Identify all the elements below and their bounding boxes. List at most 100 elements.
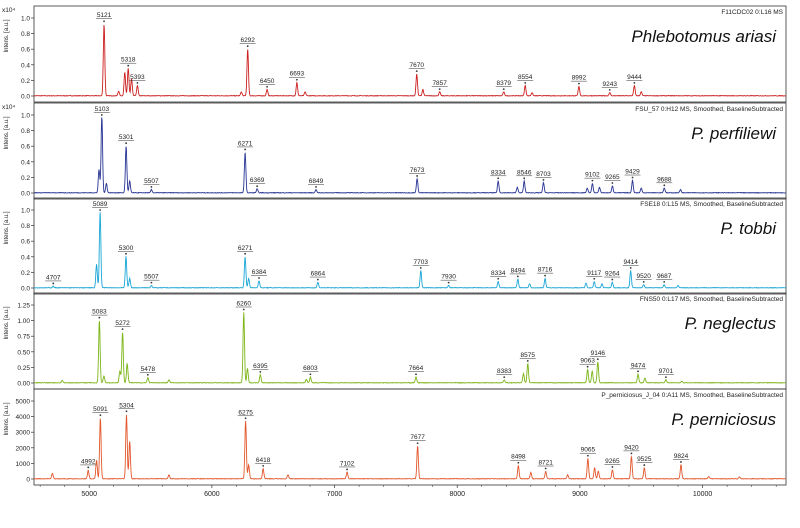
spectrum-panel-1: 0.0 0.2 0.4 0.6 0.8 1.0 Intens. [a.u.] x10⁴ F11C… — [2, 5, 787, 103]
peak-label: 9824 — [674, 453, 689, 460]
y-tick-label: 0.50 — [17, 349, 30, 356]
spectrum-trace — [33, 414, 787, 480]
peak-marker — [125, 410, 128, 413]
peak-label: 5301 — [119, 134, 134, 141]
peak-label: 7703 — [414, 259, 429, 266]
peak-label: 7673 — [410, 167, 425, 174]
peak-label: 8992 — [572, 75, 587, 82]
peak-label: 5103 — [95, 106, 110, 113]
y-tick-label: 0.0 — [21, 286, 30, 293]
peak-label: 8498 — [511, 454, 526, 461]
peak-marker — [591, 179, 594, 182]
peak-marker — [259, 371, 262, 373]
peak-label: 4992 — [81, 458, 96, 465]
peak-marker — [630, 452, 633, 455]
peak-label: 9701 — [659, 368, 674, 375]
y-tick-label: 0.25 — [17, 365, 30, 372]
y-tick-label: 1.0 — [21, 208, 30, 215]
peak-marker — [593, 277, 596, 280]
peak-label: 9063 — [580, 358, 595, 365]
species-name: P. tobbi — [721, 219, 778, 238]
peak-marker — [99, 209, 102, 211]
peak-marker — [416, 442, 419, 445]
y-tick-label: 0.75 — [17, 334, 30, 341]
y-tick-label: 0.4 — [21, 254, 30, 261]
peak-marker — [309, 373, 312, 376]
peak-marker — [608, 88, 611, 91]
peak-label: 5091 — [93, 406, 108, 413]
peak-label: 9065 — [581, 447, 596, 454]
y-tick-label: 1.0 — [21, 16, 30, 23]
peak-label: 9243 — [602, 81, 617, 88]
peak-label: 8546 — [517, 169, 532, 176]
peak-label: 6693 — [290, 71, 305, 78]
peak-marker — [663, 184, 666, 187]
peak-label: 6369 — [250, 177, 265, 184]
peak-marker — [415, 373, 417, 376]
peak-label: 5300 — [119, 245, 134, 252]
peak-marker — [242, 308, 245, 311]
y-tick-label: 0.8 — [21, 223, 30, 230]
peak-marker — [611, 278, 614, 281]
y-tick-label: 0.0 — [21, 94, 30, 101]
y-tick-label: 4000 — [16, 414, 31, 421]
species-name: P. neglectus — [685, 314, 777, 333]
peak-label: 9265 — [605, 174, 620, 181]
peak-label: 9420 — [624, 444, 639, 451]
peak-label: 7102 — [340, 460, 355, 467]
x-tick-label: 6000 — [204, 491, 220, 498]
y-tick-label: 3000 — [16, 430, 31, 437]
peak-label: 6260 — [237, 301, 252, 308]
panel-frame — [33, 388, 787, 486]
peak-marker — [150, 281, 153, 284]
peak-marker — [346, 468, 348, 471]
spectrum-trace — [33, 212, 787, 289]
species-name: P. perniciosus — [671, 410, 776, 429]
y-tick-label: 0.6 — [21, 47, 30, 54]
peak-label: 8554 — [518, 74, 533, 81]
peak-label: 8494 — [511, 267, 526, 274]
y-tick-label: 0 — [26, 477, 30, 484]
peak-label: 9117 — [587, 270, 601, 277]
peak-label: 5478 — [141, 366, 156, 373]
peak-marker — [127, 64, 130, 67]
spectrum-panel-2: 0.0 0.2 0.4 0.6 0.8 1.0 Intens. [a.u.] x10⁴ FSU_… — [2, 102, 787, 200]
peak-label: 8379 — [496, 80, 511, 87]
spectrum-header: FSU_57 0:H12 MS, Smoothed, BaselineSubtr… — [635, 106, 783, 113]
peak-marker — [125, 252, 127, 255]
peak-label: 8716 — [538, 267, 553, 274]
peak-marker — [637, 370, 639, 373]
peak-label: 9146 — [591, 350, 606, 357]
peak-marker — [150, 185, 153, 188]
y-tick-label: 0.4 — [21, 159, 30, 166]
peak-label: 9688 — [657, 176, 672, 183]
peak-label: 9525 — [637, 456, 652, 463]
peak-marker — [256, 185, 259, 188]
peak-label: 8703 — [536, 171, 551, 178]
y-axis-label: Intens. [a.u.] — [4, 306, 10, 339]
peak-label: 6450 — [260, 78, 275, 85]
y-axis-label: Intens. [a.u.] — [4, 211, 10, 244]
peak-marker — [244, 148, 247, 151]
peak-label: 6275 — [238, 409, 253, 416]
peak-marker — [316, 278, 319, 281]
peak-marker — [611, 182, 614, 184]
y-tick-label: 0.0 — [21, 191, 30, 198]
peak-label: 6803 — [303, 365, 318, 372]
x-tick-label: 8000 — [449, 491, 465, 498]
y-tick-label: 0.6 — [21, 239, 30, 246]
peak-label: 6384 — [252, 269, 267, 276]
peak-label: 5089 — [93, 201, 108, 208]
peak-marker — [415, 70, 418, 73]
y-tick-label: 0.4 — [21, 62, 30, 69]
peak-marker — [502, 88, 505, 90]
peak-marker — [52, 282, 55, 285]
panel-frame — [33, 197, 787, 295]
y-axis-label: Intens. [a.u.] — [4, 402, 10, 435]
peak-label: 4707 — [46, 274, 61, 281]
peak-marker — [643, 464, 646, 466]
peak-label: 5121 — [97, 12, 112, 19]
species-name: Phlebotomus ariasi — [631, 27, 777, 46]
peak-marker — [516, 275, 519, 278]
